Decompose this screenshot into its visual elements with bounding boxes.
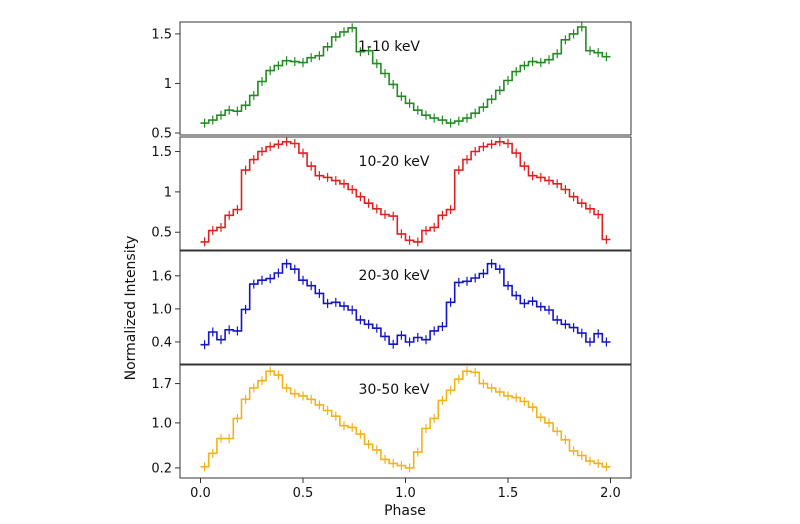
panel-4: 0.2 1.0 1.7 30-50 keV [151, 364, 632, 479]
x-tick-label: 1.5 [498, 486, 519, 501]
y-tick-label: 1.5 [151, 145, 172, 160]
x-axis: 0.0 0.5 1.0 1.5 2.0 [190, 478, 621, 501]
panel-frame [179, 21, 632, 136]
panel-1: 0.5 1 1.5 1-10 keV [151, 21, 632, 142]
y-tick-label: 1.6 [151, 269, 172, 284]
y-tick-label: 0.2 [151, 461, 172, 476]
y-tick-label: 0.4 [151, 335, 172, 350]
panel-label: 30-50 keV [359, 382, 430, 398]
y-tick-label: 0.5 [151, 127, 172, 142]
x-axis-title: Phase [384, 503, 426, 519]
panel-frame [179, 250, 632, 365]
y-axis-title: Normalized Intensity [123, 236, 139, 381]
panel-3: 0.4 1.0 1.6 20-30 keV [151, 250, 632, 365]
x-tick-label: 0.0 [190, 486, 211, 501]
y-tick-label: 1.7 [151, 377, 172, 392]
y-tick-label: 1.0 [151, 416, 172, 431]
y-tick-label: 1 [164, 185, 172, 200]
y-tick-label: 1.0 [151, 302, 172, 317]
y-tick-label: 1.5 [151, 27, 172, 42]
x-tick-label: 1.0 [395, 486, 416, 501]
y-tick-label: 1 [164, 77, 172, 92]
panel-label: 1-10 keV [358, 39, 420, 55]
x-tick-label: 2.0 [600, 486, 621, 501]
y-tick-label: 0.5 [151, 226, 172, 241]
x-tick-label: 0.5 [293, 486, 314, 501]
step-curve [200, 370, 611, 469]
panel-2: 0.5 1 1.5 10-20 keV [151, 136, 632, 251]
panels: 0.5 1 1.5 1-10 keV 0.5 1 1.5 10-20 keV 0.4 1.0 1.6… [151, 21, 632, 479]
panel-label: 20-30 keV [359, 268, 430, 284]
panel-label: 10-20 keV [359, 154, 430, 170]
panel-frame [179, 136, 632, 251]
